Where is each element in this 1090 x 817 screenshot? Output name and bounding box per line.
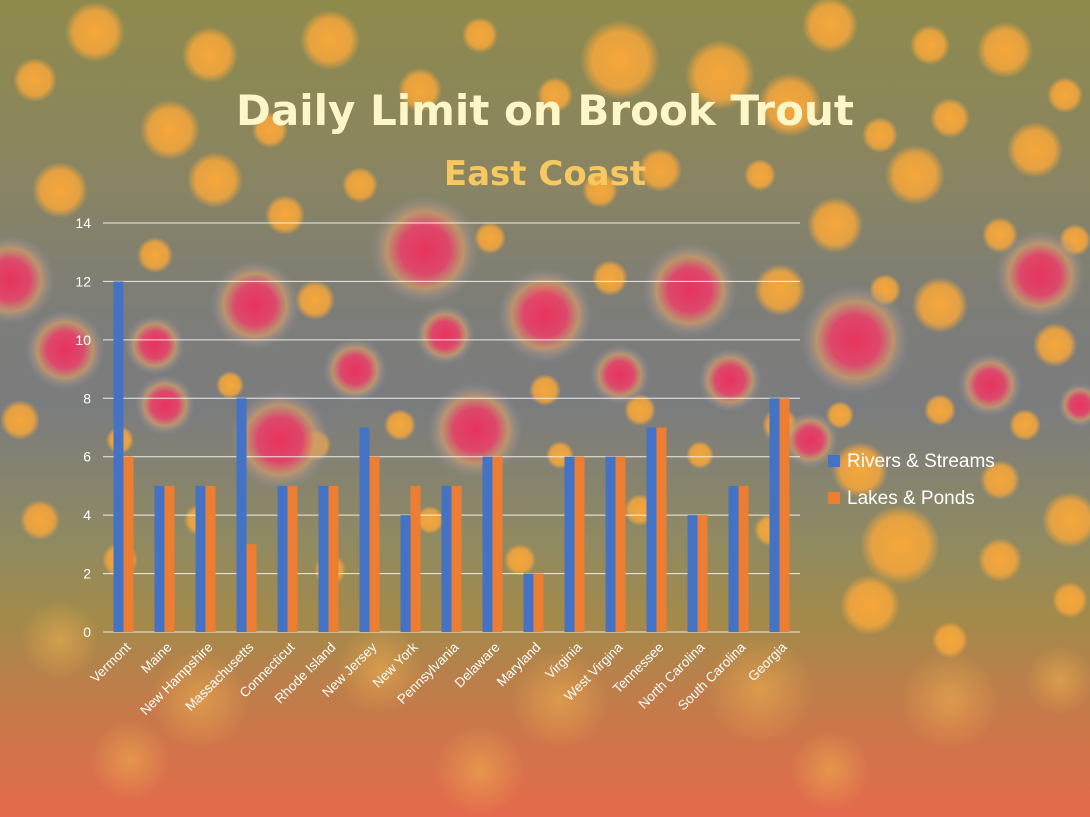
bar-lakes-ponds <box>164 485 175 632</box>
x-tick-label: Maryland <box>494 640 544 690</box>
bar-rivers-streams <box>482 456 493 632</box>
bar-lakes-ponds <box>246 544 257 632</box>
bar-lakes-ponds <box>615 456 626 632</box>
bar-lakes-ponds <box>533 573 544 632</box>
bars <box>113 281 790 632</box>
chart-title: Daily Limit on Brook Trout <box>236 86 854 135</box>
bar-rivers-streams <box>154 485 165 632</box>
bar-lakes-ponds <box>492 456 503 632</box>
bar-lakes-ponds <box>123 456 134 632</box>
y-tick-label: 14 <box>75 215 91 231</box>
bar-lakes-ponds <box>738 485 749 632</box>
bar-rivers-streams <box>195 485 206 632</box>
bar-lakes-ponds <box>205 485 216 632</box>
bar-rivers-streams <box>113 281 124 632</box>
bar-lakes-ponds <box>574 456 585 632</box>
bar-rivers-streams <box>605 456 616 632</box>
bar-rivers-streams <box>236 398 247 632</box>
bar-rivers-streams <box>277 485 288 632</box>
legend: Rivers & Streams Lakes & Ponds <box>828 451 995 509</box>
bar-lakes-ponds <box>410 485 421 632</box>
y-tick-label: 12 <box>75 273 91 289</box>
bar-rivers-streams <box>523 573 534 632</box>
x-tick-label: Delaware <box>452 640 503 691</box>
y-tick-label: 2 <box>83 566 91 582</box>
x-tick-label: Vermont <box>87 639 133 685</box>
y-tick-label: 4 <box>83 507 91 523</box>
bar-rivers-streams <box>318 485 329 632</box>
legend-swatch-lakes <box>828 492 840 504</box>
bar-lakes-ponds <box>369 456 380 632</box>
bar-rivers-streams <box>646 427 657 632</box>
y-tick-label: 0 <box>83 624 91 640</box>
bar-rivers-streams <box>687 515 698 632</box>
legend-label-rivers: Rivers & Streams <box>847 451 995 472</box>
legend-label-lakes: Lakes & Ponds <box>847 488 975 509</box>
x-tick-label: Georgia <box>745 639 790 684</box>
y-tick-label: 8 <box>83 390 91 406</box>
bar-lakes-ponds <box>779 398 790 632</box>
y-tick-label: 6 <box>83 449 91 465</box>
bar-rivers-streams <box>359 427 370 632</box>
bar-lakes-ponds <box>656 427 667 632</box>
bar-lakes-ponds <box>697 515 708 632</box>
chart-subtitle: East Coast <box>443 154 647 194</box>
bar-lakes-ponds <box>328 485 339 632</box>
bar-rivers-streams <box>769 398 780 632</box>
bar-rivers-streams <box>728 485 739 632</box>
legend-swatch-rivers <box>828 455 840 467</box>
y-axis-ticks: 0 2 4 6 8 10 12 14 <box>75 215 91 640</box>
y-tick-label: 10 <box>75 332 91 348</box>
bar-rivers-streams <box>441 485 452 632</box>
bar-rivers-streams <box>564 456 575 632</box>
bar-lakes-ponds <box>287 485 298 632</box>
x-tick-label: Maine <box>138 640 175 677</box>
bar-rivers-streams <box>400 515 411 632</box>
bar-lakes-ponds <box>451 485 462 632</box>
x-tick-label: New Hampshire <box>137 640 216 719</box>
